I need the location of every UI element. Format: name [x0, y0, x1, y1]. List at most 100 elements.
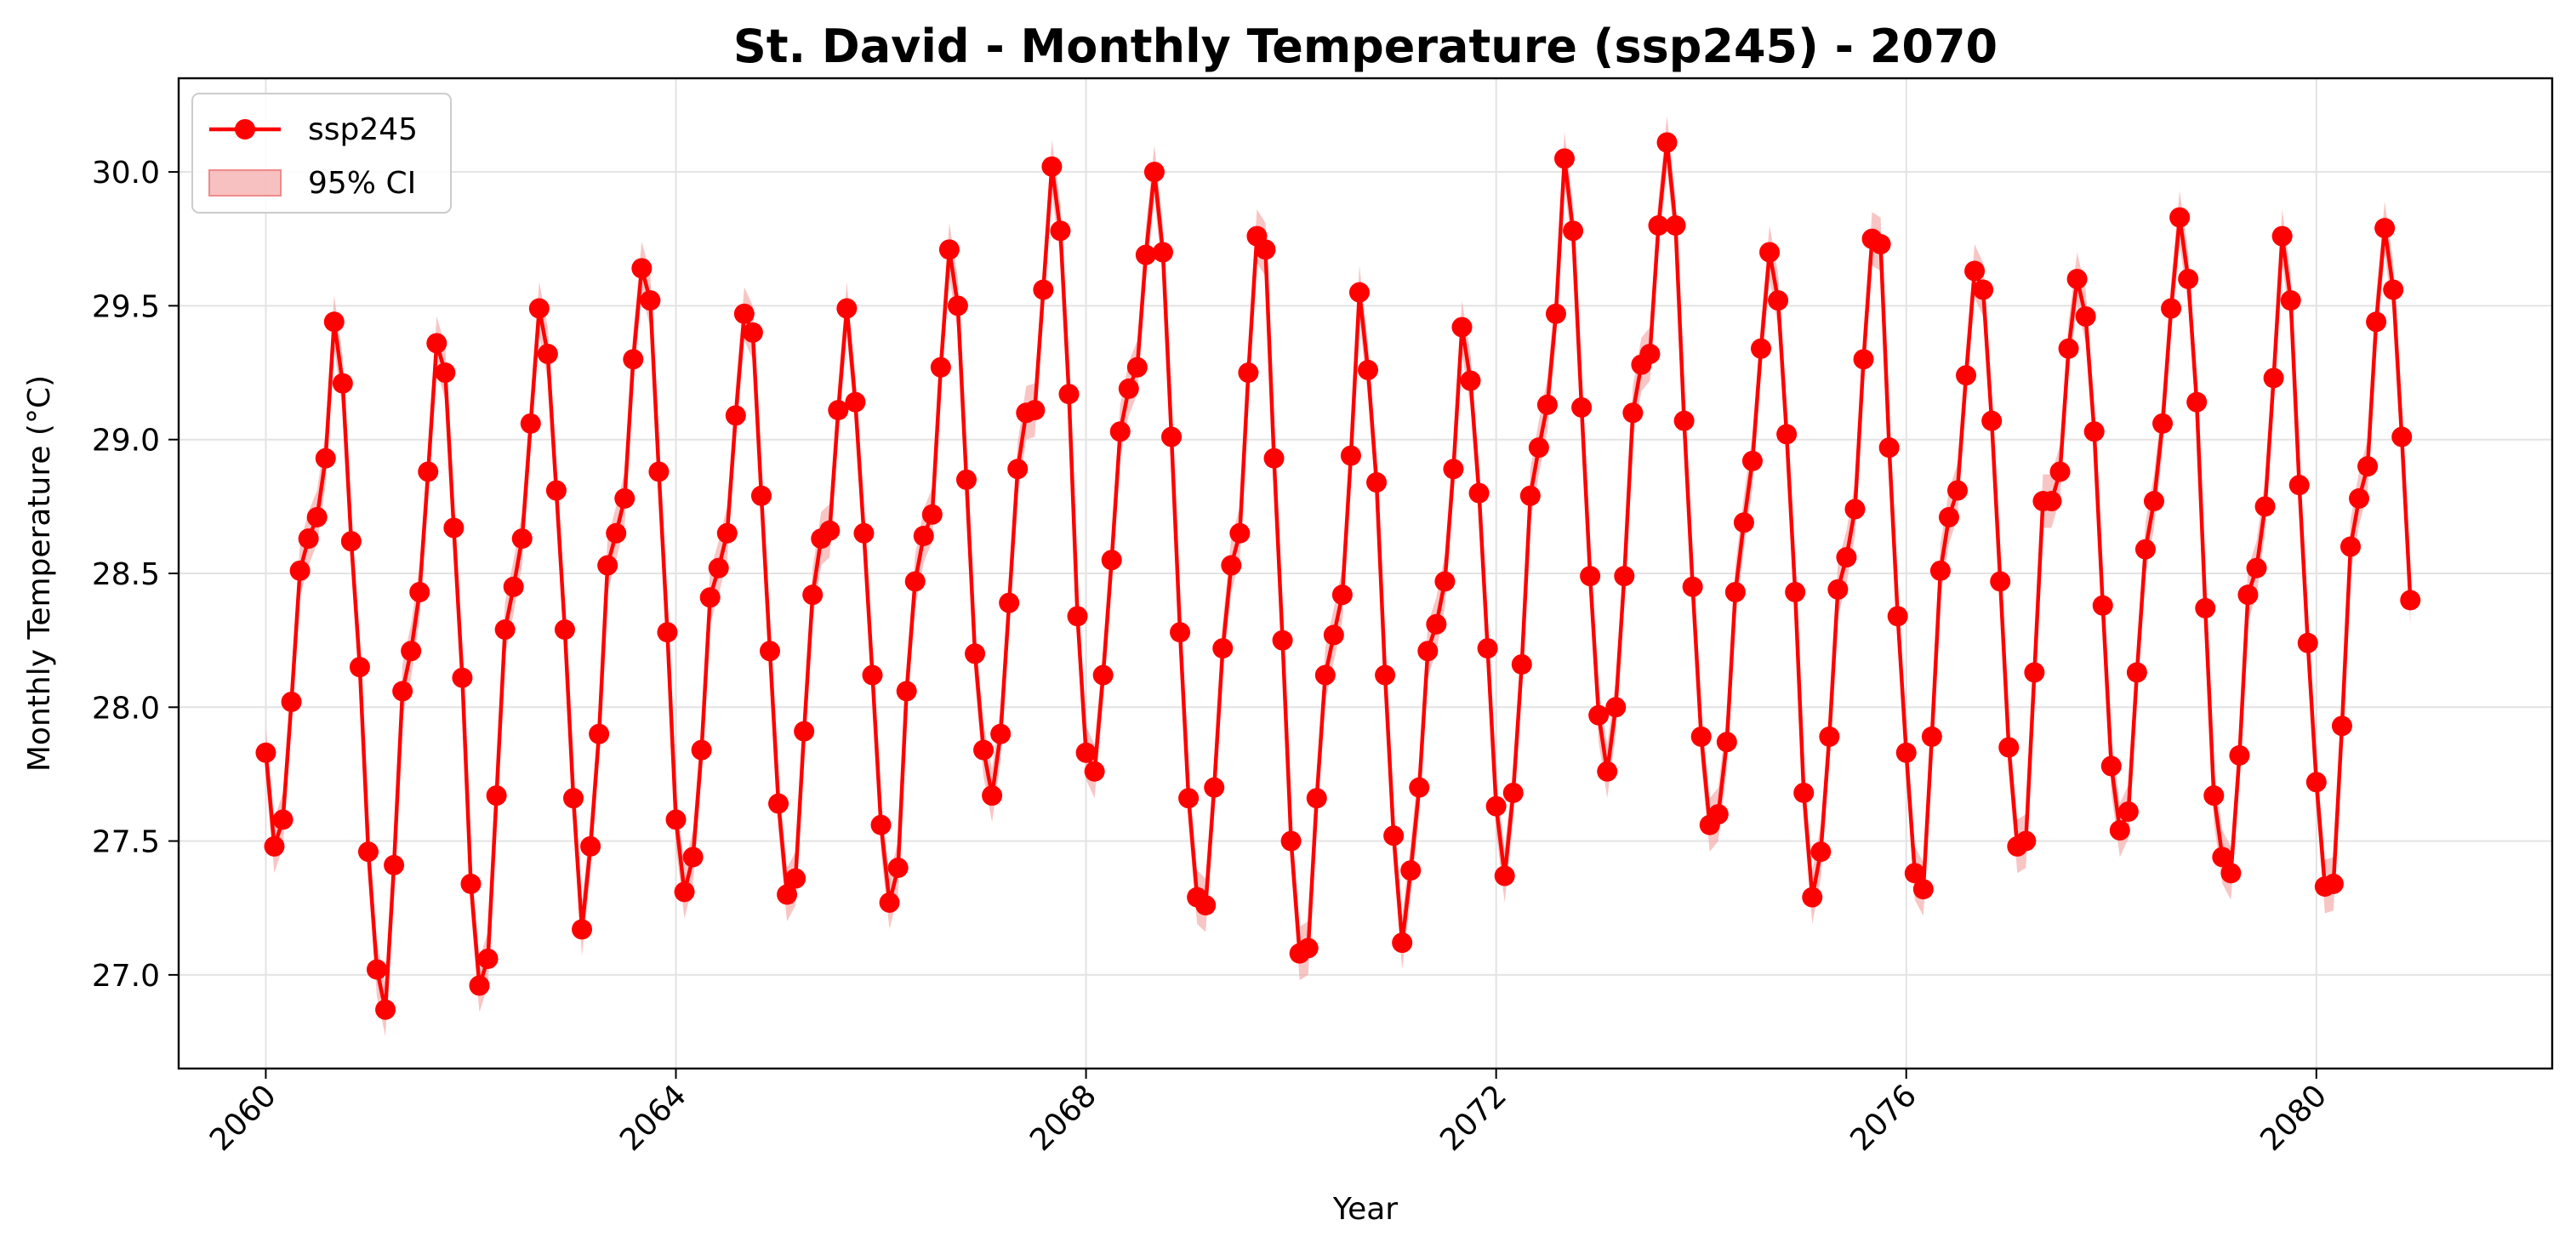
- data-point: [1776, 424, 1798, 445]
- data-point: [1759, 242, 1781, 263]
- data-point: [2220, 863, 2242, 884]
- data-point: [631, 258, 653, 279]
- data-point: [1785, 582, 1806, 603]
- data-point: [1682, 576, 1703, 597]
- data-point: [1912, 879, 1934, 900]
- data-point: [1921, 726, 1942, 747]
- data-point: [1306, 788, 1327, 809]
- data-point: [802, 584, 824, 606]
- data-point: [648, 461, 670, 482]
- data-point: [965, 643, 986, 664]
- data-point: [426, 333, 447, 354]
- data-point: [477, 949, 499, 970]
- data-point: [435, 362, 456, 384]
- data-point: [1502, 782, 1524, 803]
- data-point: [2058, 338, 2079, 359]
- data-point: [1460, 370, 1481, 391]
- y-tick-label: 27.0: [92, 959, 160, 994]
- data-point: [520, 413, 541, 434]
- grid: [179, 78, 2552, 1069]
- data-point: [2134, 539, 2156, 560]
- x-axis-label: Year: [1332, 1192, 1398, 1227]
- data-point: [2366, 311, 2387, 333]
- data-point: [1178, 788, 1200, 809]
- data-point: [1990, 571, 2011, 592]
- data-point: [1929, 560, 1951, 581]
- data-point: [1340, 445, 1361, 466]
- data-point: [545, 480, 567, 501]
- data-point: [777, 884, 798, 905]
- data-point: [1126, 356, 1148, 378]
- data-point: [614, 487, 635, 509]
- data-point: [1477, 638, 1498, 659]
- data-point: [2229, 744, 2250, 766]
- data-point: [1810, 841, 1832, 863]
- data-point: [1109, 421, 1131, 442]
- data-point: [1058, 384, 1080, 405]
- data-point: [1648, 215, 1669, 237]
- data-point: [1511, 653, 1532, 675]
- series-points-layer: [255, 132, 2421, 1020]
- data-point: [494, 619, 516, 641]
- data-point: [1973, 279, 1994, 300]
- data-point: [401, 641, 422, 662]
- data-point: [1588, 704, 1610, 726]
- data-point: [2100, 755, 2122, 777]
- data-point: [443, 517, 464, 539]
- data-point: [2109, 820, 2130, 841]
- data-point: [1041, 156, 1063, 177]
- data-point: [1836, 547, 1857, 568]
- legend-marker-swatch: [235, 119, 255, 140]
- data-point: [1143, 162, 1165, 183]
- data-point: [828, 400, 849, 421]
- data-point: [340, 531, 362, 552]
- data-point: [1956, 365, 1977, 386]
- data-point: [674, 881, 695, 903]
- y-tick-label: 28.5: [92, 557, 160, 592]
- data-point: [1383, 825, 1405, 846]
- y-tick-label: 27.5: [92, 825, 160, 860]
- data-point: [589, 723, 610, 744]
- data-point: [1946, 480, 1968, 501]
- data-point: [2161, 298, 2182, 319]
- data-point: [332, 373, 353, 394]
- data-point: [1195, 895, 1217, 916]
- data-point: [452, 667, 473, 688]
- data-point: [682, 846, 704, 868]
- data-point: [1400, 860, 1422, 881]
- data-point: [2339, 536, 2361, 557]
- legend-label-ci: 95% CI: [308, 166, 416, 201]
- data-point: [1690, 726, 1712, 747]
- data-point: [1768, 290, 1789, 311]
- data-point: [1793, 782, 1815, 803]
- data-point: [879, 892, 900, 913]
- data-point: [255, 742, 276, 763]
- data-point: [665, 809, 687, 830]
- data-point: [2288, 475, 2310, 496]
- data-point: [896, 681, 917, 702]
- data-point: [281, 692, 302, 713]
- data-point: [2254, 496, 2276, 517]
- data-point: [836, 298, 858, 319]
- data-point: [1519, 485, 1541, 506]
- data-point: [733, 303, 755, 324]
- data-point: [1724, 582, 1746, 603]
- data-point: [1878, 437, 1900, 459]
- data-point: [2212, 846, 2233, 868]
- data-point: [1426, 613, 1447, 635]
- data-point: [367, 959, 387, 980]
- data-point: [1033, 279, 1054, 300]
- data-point: [1536, 394, 1558, 415]
- data-point: [1665, 215, 1686, 237]
- data-point: [1545, 303, 1566, 324]
- data-point: [1358, 359, 1379, 380]
- data-point: [503, 576, 524, 597]
- chart-title: St. David - Monthly Temperature (ssp245)…: [733, 20, 1998, 73]
- data-point: [819, 520, 841, 541]
- data-point: [2271, 225, 2293, 247]
- legend-label-ssp245: ssp245: [308, 112, 418, 147]
- data-point: [1802, 886, 1823, 908]
- data-point: [1468, 482, 1490, 504]
- data-point: [708, 557, 729, 579]
- data-point: [930, 356, 951, 378]
